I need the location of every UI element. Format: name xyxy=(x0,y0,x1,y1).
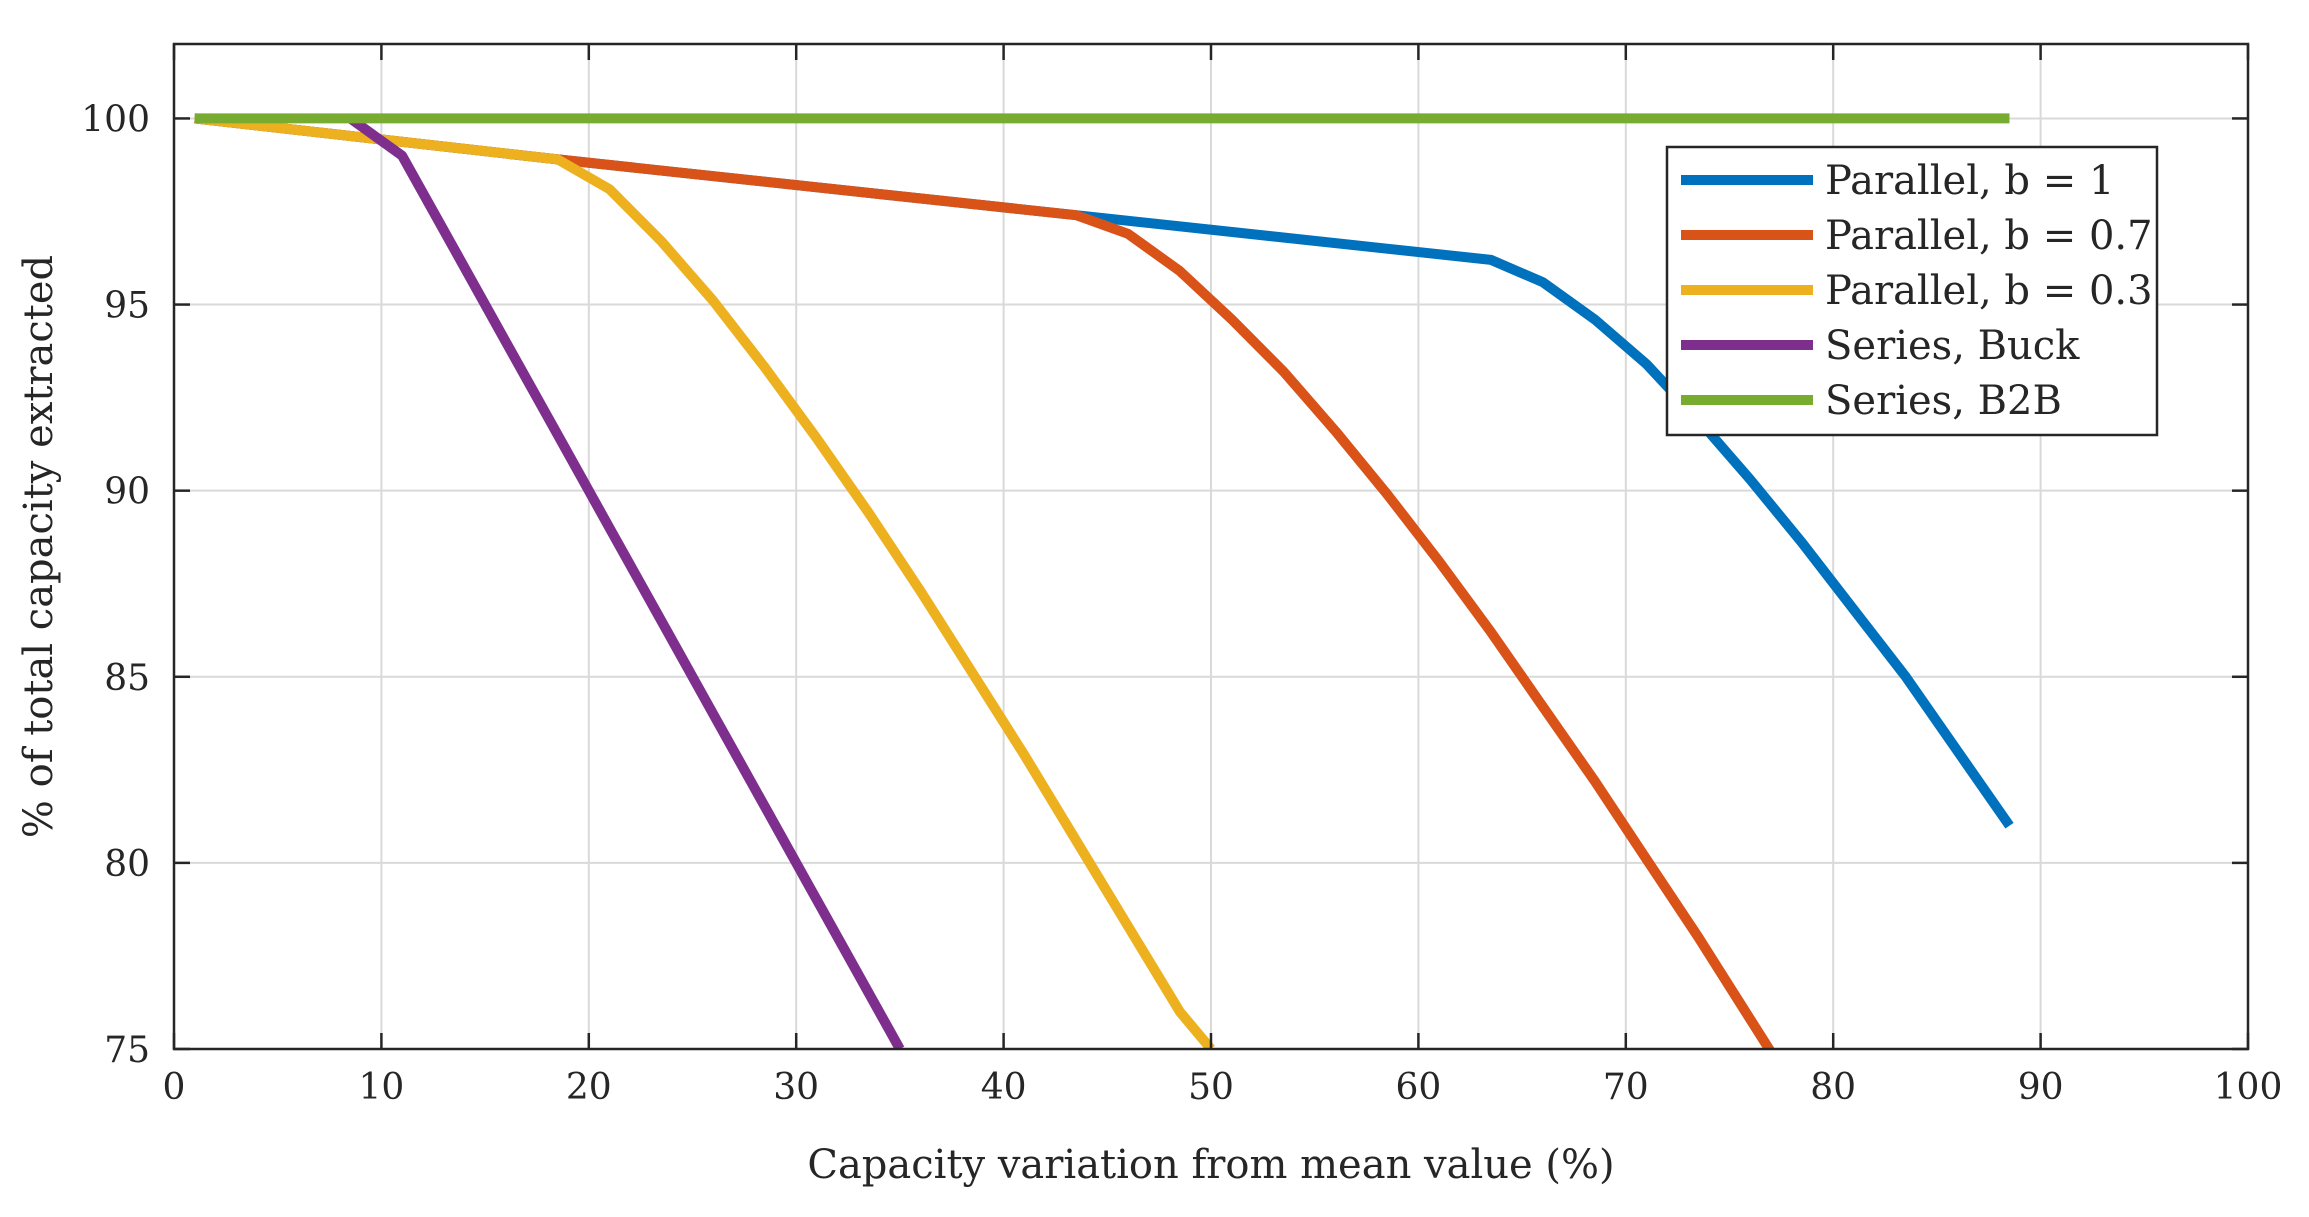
y-tick-label: 85 xyxy=(104,658,150,699)
grid-lines xyxy=(174,44,2248,1049)
x-tick-label: 40 xyxy=(981,1067,1027,1108)
y-tick-label: 75 xyxy=(104,1030,150,1071)
tick-labels: 0 10 20 30 40 50 60 70 80 90 100 75 80 85 90 95 100 xyxy=(81,99,2282,1108)
legend-label: Parallel, b = 0.3 xyxy=(1825,268,2153,314)
x-tick-label: 60 xyxy=(1395,1067,1441,1108)
x-tick-label: 10 xyxy=(358,1067,404,1108)
series-lines xyxy=(194,113,2014,1049)
x-tick-label: 70 xyxy=(1603,1067,1649,1108)
x-tick-label: 0 xyxy=(163,1067,186,1108)
y-axis-title: % of total capacity extracted xyxy=(16,255,62,838)
series-line-parallel-b-0-7 xyxy=(194,113,1776,1049)
y-tick-label: 95 xyxy=(104,286,150,327)
x-tick-label: 80 xyxy=(1810,1067,1856,1108)
legend-label: Series, B2B xyxy=(1825,378,2062,424)
x-tick-label: 50 xyxy=(1188,1067,1234,1108)
x-tick-label: 90 xyxy=(2018,1067,2064,1108)
series-line-parallel-b-0-3 xyxy=(194,113,1215,1049)
x-tick-label: 100 xyxy=(2214,1067,2283,1108)
axis-ticks xyxy=(172,44,2250,1051)
legend-label: Parallel, b = 0.7 xyxy=(1825,213,2153,259)
x-tick-label: 30 xyxy=(773,1067,819,1108)
y-tick-label: 80 xyxy=(104,844,150,885)
legend-label: Parallel, b = 1 xyxy=(1825,158,2114,204)
x-tick-label: 20 xyxy=(566,1067,612,1108)
y-tick-label: 90 xyxy=(104,472,150,513)
legend-label: Series, Buck xyxy=(1825,323,2080,369)
x-axis-title: Capacity variation from mean value (%) xyxy=(807,1142,1614,1188)
series-line-series-buck xyxy=(347,114,905,1049)
legend: Parallel, b = 1 Parallel, b = 0.7 Parallel… xyxy=(1665,145,2159,437)
y-tick-label: 100 xyxy=(81,99,150,140)
